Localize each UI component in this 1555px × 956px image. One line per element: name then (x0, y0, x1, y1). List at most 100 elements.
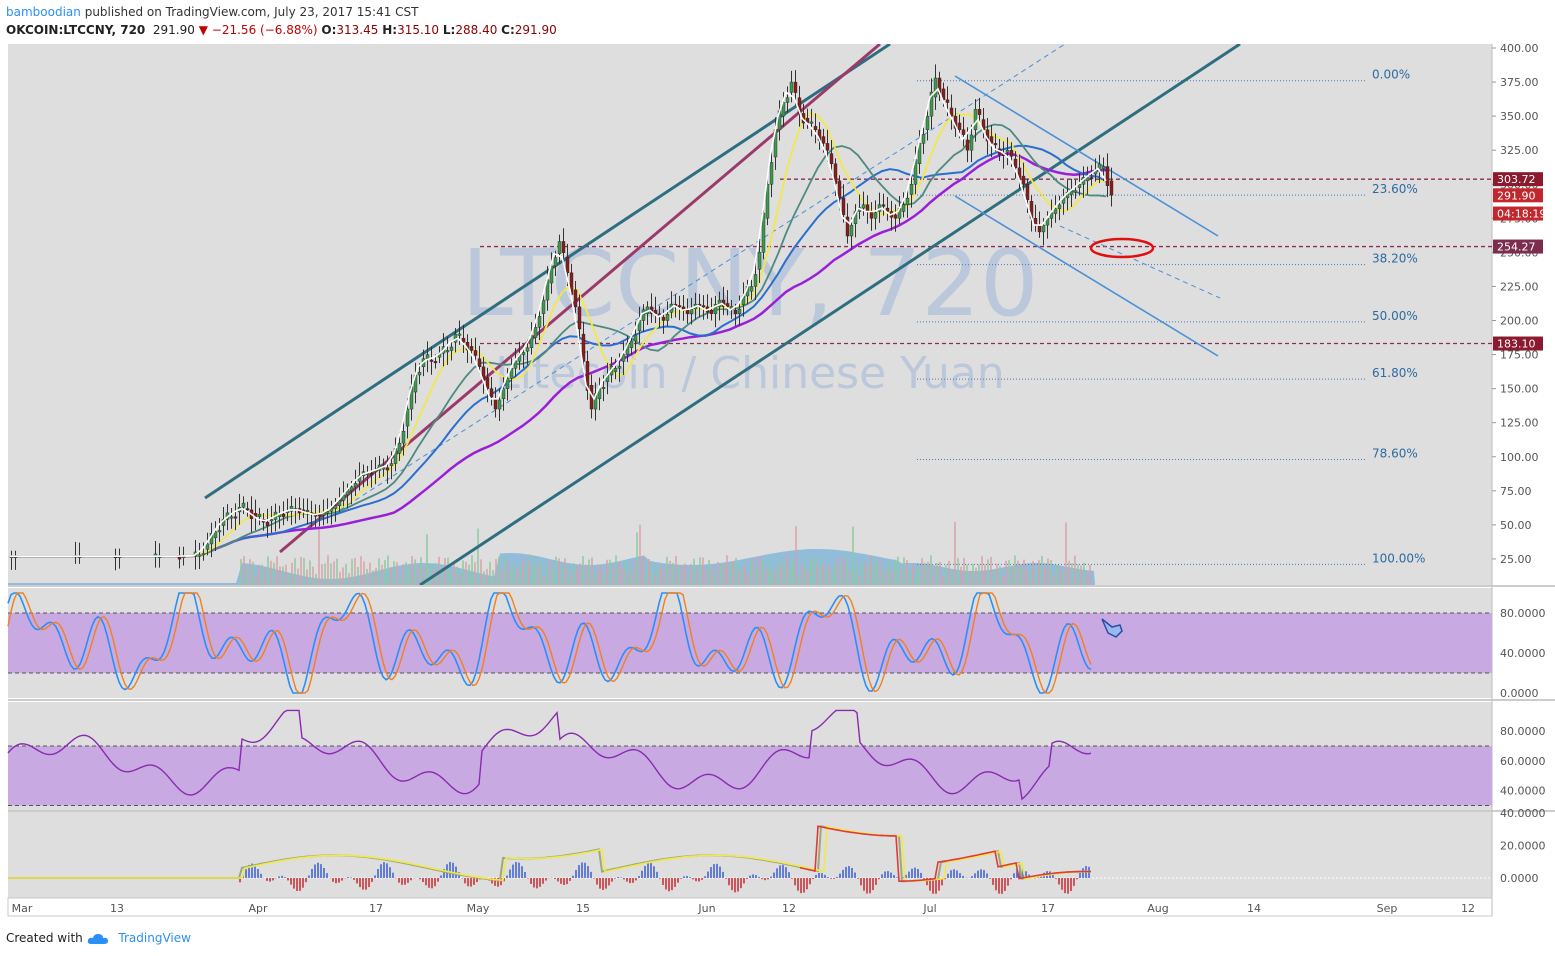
volume-bar (588, 559, 590, 585)
volume-bar (792, 560, 794, 585)
volume-bar (522, 557, 524, 585)
volume-bar (714, 575, 716, 585)
candle (921, 134, 926, 144)
candle (505, 377, 510, 389)
volume-bar (1023, 559, 1025, 585)
volume-bar (267, 556, 269, 585)
volume-bar (1011, 566, 1013, 585)
volume-bar (336, 558, 338, 585)
volume-bar (969, 571, 971, 585)
candle (849, 224, 854, 237)
volume-bar (594, 571, 596, 585)
candle (1073, 190, 1078, 193)
volume-bar (1068, 560, 1070, 585)
volume-bar (735, 557, 737, 585)
volume-bar (948, 560, 950, 585)
volume-bar (786, 555, 788, 585)
candle (197, 554, 202, 557)
candle (317, 514, 322, 517)
candle (217, 530, 222, 533)
volume-bar (414, 559, 416, 585)
down-arrow-icon: ▼ (198, 23, 208, 37)
volume-bar (591, 557, 593, 585)
volume-bar (861, 561, 863, 585)
volume-bar (684, 563, 686, 585)
price-tick-label: 75.00 (1500, 485, 1532, 498)
volume-bar (597, 564, 599, 585)
time-axis (7, 897, 1493, 917)
volume-bar (852, 526, 854, 585)
volume-bar (702, 557, 704, 585)
candle (1037, 224, 1042, 233)
volume-bar (1038, 560, 1040, 585)
candle (769, 162, 774, 185)
volume-bar (279, 566, 281, 585)
price-label-text: 303.72 (1497, 173, 1536, 186)
volume-bar (831, 570, 833, 585)
macd-tick-label: 0.0000 (1500, 872, 1539, 885)
candle (429, 359, 434, 362)
candle (905, 197, 910, 205)
footer: Created with TradingView (6, 931, 191, 945)
candle (869, 211, 874, 219)
volume-bar (717, 561, 719, 585)
time-tick-label: Sep (1377, 902, 1398, 915)
volume-bar (516, 567, 518, 585)
candle (701, 305, 706, 308)
price-tick-label: 175.00 (1500, 349, 1539, 362)
volume-bar (498, 556, 500, 585)
volume-bar (567, 565, 569, 585)
volume-bar (480, 559, 482, 585)
symbol-label: OKCOIN:LTCCNY, 720 (6, 23, 146, 37)
price-tick-label: 50.00 (1500, 519, 1532, 532)
author-link[interactable]: bamboodian (6, 5, 81, 19)
macd-panel (8, 812, 1492, 898)
fib-label: 100.00% (1372, 551, 1425, 565)
volume-bar (453, 562, 455, 585)
candle (265, 521, 270, 526)
price-label-text: 254.27 (1497, 241, 1536, 254)
candle (485, 377, 490, 389)
candle (469, 346, 474, 351)
ma-purple-line (10, 152, 1107, 558)
volume-bar (294, 558, 296, 585)
candle (1053, 208, 1058, 214)
candle (621, 354, 626, 362)
volume-bar (858, 575, 860, 585)
volume-bar (816, 564, 818, 585)
volume-bar (744, 564, 746, 585)
volume-bar (885, 569, 887, 585)
volume-bar (1035, 567, 1037, 585)
hand-shape (1101, 618, 1123, 638)
volume-bar (624, 560, 626, 585)
price-tick-label: 225.00 (1500, 280, 1539, 293)
volume-bar (693, 558, 695, 585)
volume-bar (606, 559, 608, 585)
candle (521, 352, 526, 355)
candle (1013, 158, 1018, 169)
price-tick-label: 400.00 (1500, 42, 1539, 55)
volume-bar (579, 563, 581, 585)
time-tick-label: 12 (782, 902, 796, 915)
candle (733, 310, 738, 314)
time-tick-label: 17 (369, 902, 383, 915)
volume-bar (954, 521, 956, 585)
tradingview-link[interactable]: TradingView (118, 931, 191, 945)
price-label-text: 291.90 (1497, 189, 1536, 202)
volume-bar (357, 567, 359, 585)
volume-bar (687, 573, 689, 585)
low-value: 288.40 (455, 23, 498, 37)
fib-label: 0.00% (1372, 68, 1410, 82)
candle (401, 431, 406, 444)
volume-bar (1089, 564, 1091, 585)
volume-bar (777, 558, 779, 585)
candle (529, 335, 534, 348)
time-tick-label: 12 (1461, 902, 1475, 915)
volume-bar (510, 571, 512, 585)
price-label-box (1493, 239, 1543, 254)
volume-bar (486, 568, 488, 585)
volume-bar (894, 559, 896, 585)
candle (533, 327, 538, 338)
volume-bar (249, 559, 251, 585)
